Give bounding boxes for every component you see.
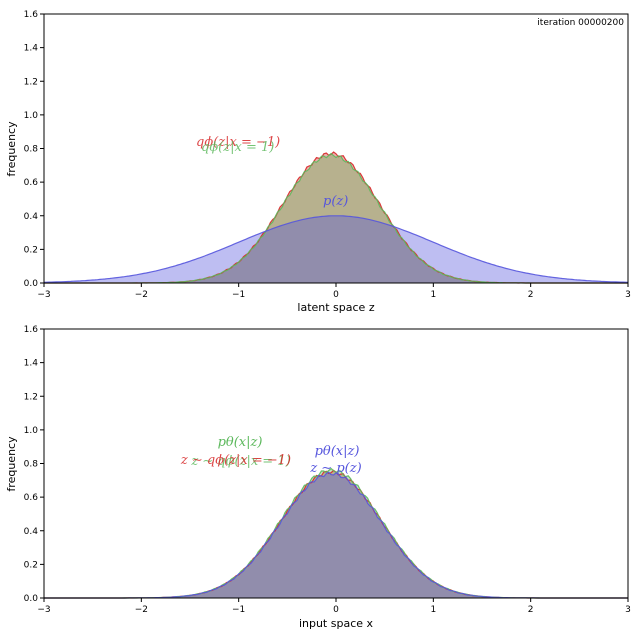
y-tick-label: 0.8: [24, 145, 39, 155]
x-tick-label: −1: [232, 290, 245, 300]
y-tick-label: 1.6: [24, 325, 39, 335]
annotation-blue-top: pθ(x|z): [315, 444, 360, 459]
series-area-0: [44, 152, 628, 283]
annotation-green: qϕ(z|x = 1): [201, 140, 274, 155]
y-tick-label: 1.0: [24, 426, 39, 436]
annotation-green-top: pθ(x|z): [218, 435, 263, 450]
y-tick-label: 1.2: [24, 77, 38, 87]
input-space-chart: −3 −2 −1 0 1 2 3 0.0 0.2 0.4 0.6 0.8 1.0 1.2 1.4 1.6 in…: [5, 325, 631, 630]
y-tick-label: 1.0: [24, 111, 39, 121]
x-tick-label: 1: [430, 605, 436, 615]
x-tick-label: −2: [135, 290, 148, 300]
annotation-blue: p(z): [323, 194, 348, 209]
y-tick-label: 0.4: [24, 212, 39, 222]
y-tick-label: 0.0: [24, 594, 39, 604]
x-tick-label: 3: [625, 605, 631, 615]
x-tick-label: 2: [528, 290, 534, 300]
x-axis-label: input space x: [299, 617, 374, 630]
x-tick-label: 0: [333, 605, 339, 615]
y-tick-label: 1.2: [24, 392, 38, 402]
x-tick-label: −3: [37, 290, 50, 300]
y-tick-label: 0.2: [24, 560, 38, 570]
series-line-2: [43, 215, 629, 283]
y-tick-label: 0.4: [24, 527, 39, 537]
y-tick-label: 1.4: [24, 44, 39, 54]
series-area-1: [44, 153, 628, 283]
annotation-green-bottom: z ∼ qϕ(z|x = 1): [190, 454, 290, 469]
series-area-0: [44, 470, 628, 598]
x-tick-label: 2: [528, 605, 534, 615]
x-axis-label: latent space z: [297, 301, 374, 314]
annotation-blue-bottom: z ∼ p(z): [309, 461, 361, 476]
x-tick-label: −3: [37, 605, 50, 615]
x-tick-label: −1: [232, 605, 245, 615]
y-tick-label: 0.2: [24, 245, 38, 255]
annotation-red-bottom: z ∼ qϕ(z|x = −1): [180, 453, 291, 468]
annotation-red: qϕ(z|x = −1): [196, 135, 280, 150]
series-area-2: [44, 472, 628, 598]
x-tick-label: 0: [333, 290, 339, 300]
y-axis-label: frequency: [5, 121, 18, 177]
series-area-2: [44, 215, 628, 283]
y-axis-label: frequency: [5, 436, 18, 492]
x-tick-label: 1: [430, 290, 436, 300]
y-tick-label: 1.6: [24, 10, 39, 20]
y-tick-label: 0.8: [24, 460, 39, 470]
y-tick-label: 1.4: [24, 359, 39, 369]
series-area-1: [44, 468, 628, 598]
latent-space-chart: −3 −2 −1 0 1 2 3 0.0 0.2 0.4 0.6 0.8 1.0 1.2 1.4 1.6 it…: [5, 10, 631, 314]
x-tick-label: 3: [625, 290, 631, 300]
x-tick-label: −2: [135, 605, 148, 615]
y-tick-label: 0.6: [24, 178, 39, 188]
iteration-label: iteration 00000200: [537, 18, 624, 28]
y-tick-label: 0.0: [24, 279, 39, 289]
y-tick-label: 0.6: [24, 493, 39, 503]
